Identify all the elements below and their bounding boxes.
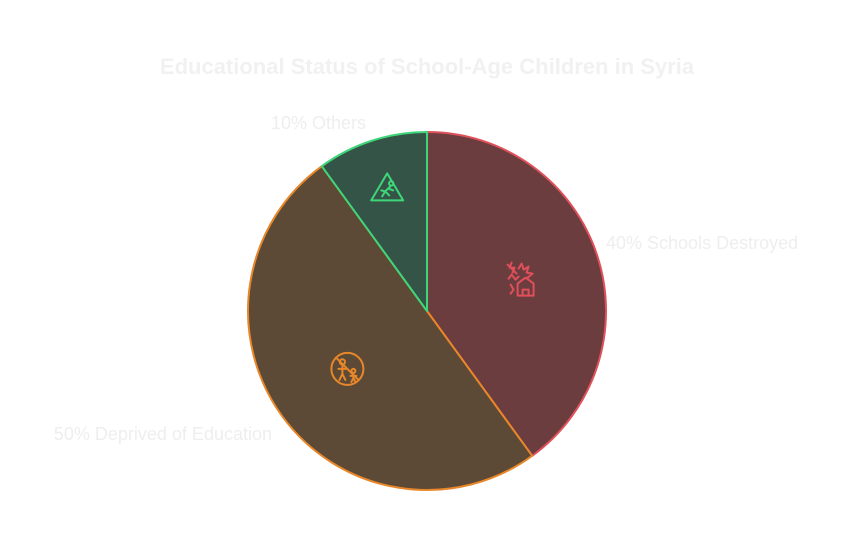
pie-slice-label-2: 50% Deprived of Education [54,424,272,444]
pie-slice-1 [426,131,607,457]
warning-sign-icon [370,172,405,202]
pie-slices [247,131,607,491]
pie-slice-labels: 40% Schools Destroyed 50% Deprived of Edu… [54,113,798,444]
pie-slice-3 [320,131,428,312]
pie-slice-label-1: 40% Schools Destroyed [606,233,798,253]
bombed-school-icon [506,261,535,297]
pie-slice-2 [247,165,534,491]
no-children-icon [330,351,365,386]
pie-slice-label-3: 10% Others [271,113,366,133]
chart-title: Educational Status of School-Age Childre… [160,54,695,79]
pie-slice-icons [330,172,535,386]
